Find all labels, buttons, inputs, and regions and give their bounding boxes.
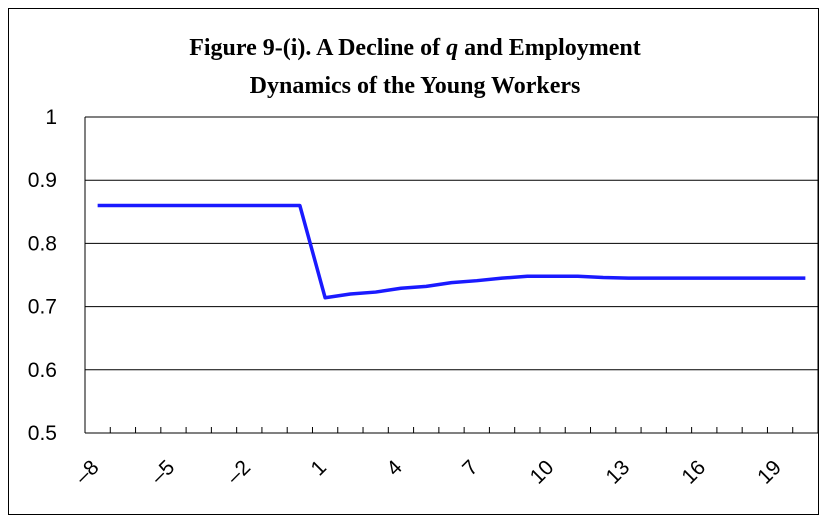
x-tick-label: –5 — [147, 456, 180, 489]
y-tick-label: 0.8 — [28, 232, 57, 255]
y-tick-label: 0.6 — [28, 359, 57, 382]
x-tick-label: 1 — [306, 456, 331, 481]
y-tick-label: 0.7 — [28, 296, 57, 319]
x-tick-label: 10 — [526, 456, 559, 489]
series-line — [97, 203, 806, 300]
chart-title: Figure 9-(i). A Decline of q and Employm… — [189, 35, 641, 61]
x-tick-label: 7 — [458, 456, 483, 481]
x-tick-label: 16 — [677, 456, 710, 489]
x-tick-label: 19 — [753, 456, 786, 489]
chart-title: Dynamics of the Young Workers — [250, 73, 581, 99]
title-part: Figure 9-(i). A Decline of — [189, 35, 441, 61]
y-tick-label: 0.9 — [28, 169, 57, 192]
x-tick-label: –8 — [71, 456, 104, 489]
title-part: and Employment — [464, 35, 641, 61]
y-tick-label: 0.5 — [28, 422, 57, 445]
title-part: q — [446, 35, 458, 61]
x-tick-label: 4 — [382, 456, 407, 481]
y-tick-label: 1 — [45, 106, 57, 129]
x-tick-label: –2 — [222, 456, 255, 489]
x-tick-label: 13 — [602, 456, 635, 489]
